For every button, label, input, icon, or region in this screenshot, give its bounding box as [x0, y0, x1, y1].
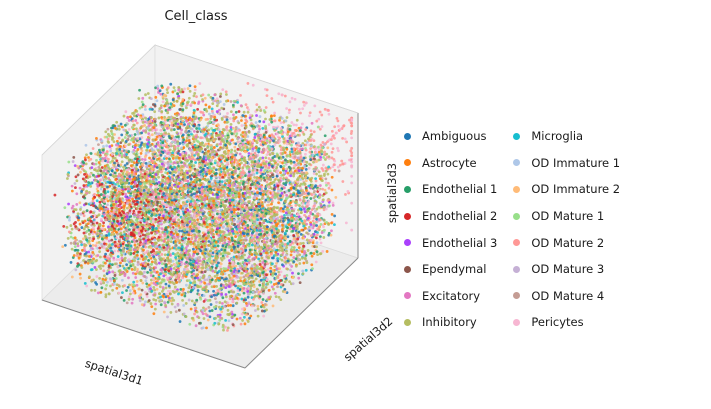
- legend-item: OD Mature 1: [513, 203, 620, 230]
- legend-marker-dot: [513, 265, 521, 273]
- legend-item-label: Ambiguous: [422, 129, 487, 144]
- legend-item: Endothelial 1: [404, 176, 497, 203]
- legend-item-label: Astrocyte: [422, 155, 477, 170]
- legend-marker-dot: [404, 185, 411, 193]
- z-axis-label: spatial3d3: [385, 162, 399, 224]
- legend-item-label: OD Immature 2: [531, 182, 621, 197]
- legend-item: OD Immature 2: [513, 176, 620, 203]
- legend-item-label: Pericytes: [531, 315, 584, 330]
- legend-item-label: OD Mature 1: [531, 209, 605, 224]
- legend-item: OD Immature 1: [513, 150, 620, 177]
- legend-marker-dot: [513, 292, 521, 300]
- legend-item: Pericytes: [513, 309, 620, 336]
- legend-item: OD Mature 2: [513, 229, 620, 256]
- legend-item-label: Endothelial 2: [422, 209, 498, 224]
- legend-marker-dot: [404, 132, 411, 140]
- legend-item-label: Inhibitory: [422, 315, 477, 330]
- legend-marker-dot: [404, 159, 411, 167]
- legend-item-label: OD Mature 2: [531, 235, 605, 250]
- legend-marker-dot: [513, 185, 521, 193]
- legend-item: OD Mature 3: [513, 256, 620, 283]
- legend-marker-dot: [513, 212, 521, 220]
- legend-column: Microglia OD Immature 1 OD Immature 2 OD Ma…: [513, 123, 620, 336]
- legend-item: Endothelial 2: [404, 203, 497, 230]
- legend-marker-dot: [404, 318, 411, 326]
- legend-marker-dot: [404, 239, 411, 247]
- legend-marker-dot: [404, 292, 411, 300]
- legend-marker-dot: [404, 212, 411, 220]
- legend-item-label: OD Mature 4: [531, 288, 605, 303]
- legend-item: Inhibitory: [404, 309, 497, 336]
- legend-item: Microglia: [513, 123, 620, 150]
- legend-item-label: OD Mature 3: [531, 262, 605, 277]
- legend-item: Astrocyte: [404, 150, 497, 177]
- legend-item-label: Excitatory: [422, 288, 481, 303]
- legend-item-label: OD Immature 1: [531, 155, 621, 170]
- legend-item: Ambiguous: [404, 123, 497, 150]
- legend-item-label: Endothelial 3: [422, 235, 498, 250]
- legend-item: Excitatory: [404, 283, 497, 310]
- legend-marker-dot: [513, 318, 521, 326]
- legend-item: Ependymal: [404, 256, 497, 283]
- chart-title: Cell_class: [164, 9, 228, 24]
- legend-item-label: Microglia: [531, 129, 584, 144]
- legend-marker-dot: [513, 159, 521, 167]
- legend-item: Endothelial 3: [404, 229, 497, 256]
- legend-item: OD Mature 4: [513, 283, 620, 310]
- legend-item-label: Ependymal: [422, 262, 487, 277]
- legend-marker-dot: [404, 265, 411, 273]
- legend: Ambiguous Astrocyte Endothelial 1 Endotheli…: [404, 123, 620, 336]
- legend-item-label: Endothelial 1: [422, 182, 498, 197]
- legend-marker-dot: [513, 239, 521, 247]
- legend-marker-dot: [513, 132, 521, 140]
- legend-column: Ambiguous Astrocyte Endothelial 1 Endotheli…: [404, 123, 497, 336]
